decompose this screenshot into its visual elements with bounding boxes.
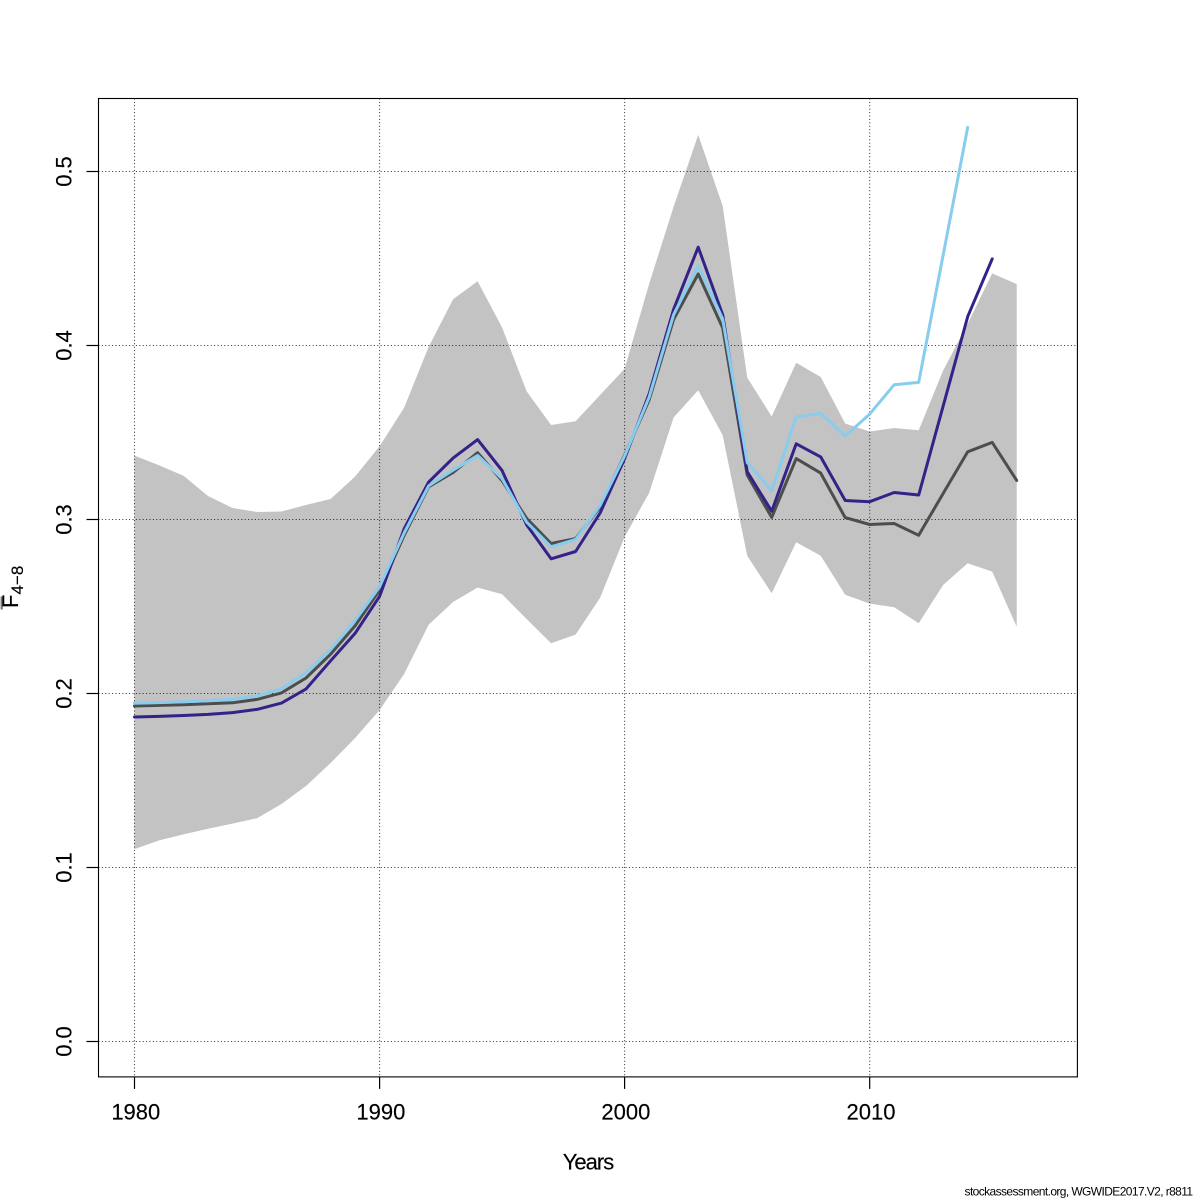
svg-text:0.3: 0.3: [52, 504, 77, 535]
svg-text:1980: 1980: [111, 1100, 160, 1125]
svg-text:Years: Years: [563, 1150, 614, 1175]
svg-text:2000: 2000: [601, 1100, 650, 1125]
svg-text:F4−8: F4−8: [0, 566, 27, 608]
svg-text:0.1: 0.1: [52, 852, 77, 883]
svg-text:0.0: 0.0: [52, 1026, 77, 1057]
svg-text:0.2: 0.2: [52, 678, 77, 709]
svg-text:1990: 1990: [356, 1100, 405, 1125]
svg-text:stockassessment.org, WGWIDE201: stockassessment.org, WGWIDE2017.V2, r881…: [965, 1185, 1194, 1199]
svg-text:0.4: 0.4: [52, 330, 77, 361]
svg-text:2010: 2010: [847, 1100, 896, 1125]
svg-text:0.5: 0.5: [52, 156, 77, 187]
